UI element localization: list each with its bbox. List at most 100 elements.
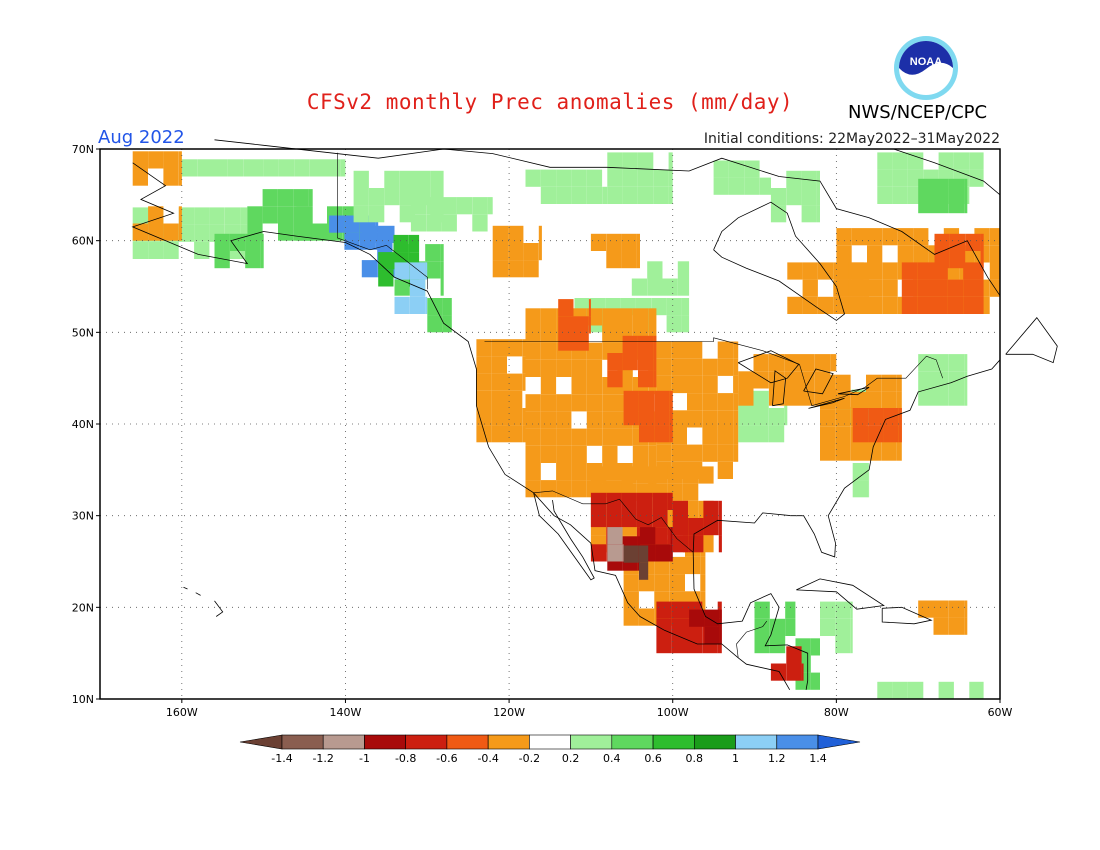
anomaly-cell (525, 169, 541, 187)
anomaly-cell (717, 358, 733, 376)
anomaly-cell (820, 618, 836, 636)
anomaly-cell (717, 618, 722, 636)
anomaly-cell (868, 480, 870, 498)
colorbar-label: -0.2 (519, 752, 540, 765)
lon-tick-label: 140W (330, 706, 362, 719)
anomaly-cell (816, 205, 820, 223)
colorbar-box (735, 734, 778, 750)
anomaly-cell (260, 251, 264, 269)
colorbar-label: 0.6 (644, 752, 662, 765)
anomaly-cell (294, 159, 310, 177)
anomaly-cell (607, 152, 623, 170)
anomaly-cell (683, 466, 699, 484)
anomaly-cell (753, 390, 769, 408)
anomaly-cell (938, 152, 954, 170)
anomaly-cell (361, 225, 378, 243)
anomaly-cell (851, 228, 867, 246)
anomaly-cell (667, 527, 673, 545)
anomaly-cell (384, 188, 400, 206)
anomaly-cell (558, 333, 574, 351)
anomaly-cell (163, 151, 179, 169)
anomaly-cell (240, 207, 248, 225)
anomaly-cell (700, 574, 706, 592)
lat-tick-label: 20N (72, 601, 94, 614)
anomaly-cell (623, 390, 639, 408)
anomaly-cell (897, 245, 913, 263)
anomaly-cell (590, 466, 607, 484)
anomaly-cell (850, 618, 853, 636)
anomaly-cell (738, 388, 754, 406)
colorbar-high-arrow (817, 734, 861, 750)
anomaly-cell (933, 196, 949, 214)
initial-conditions: Initial conditions: 22May2022–31May2022 (703, 131, 1000, 147)
anomaly-cell (666, 315, 682, 333)
anomaly-cell (754, 636, 770, 654)
anomaly-cell (607, 353, 623, 371)
anomaly-cell (963, 279, 979, 297)
anomaly-cell (456, 197, 473, 215)
anomaly-cell (590, 509, 607, 528)
anomaly-cell (753, 425, 769, 443)
coastline (214, 600, 224, 617)
anomaly-cell (820, 426, 836, 444)
anomaly-cell (586, 411, 603, 429)
anomaly-cell (148, 223, 164, 241)
anomaly-cell (558, 316, 574, 334)
anomaly-cell (917, 296, 933, 314)
anomaly-cell (540, 308, 557, 326)
colorbar-label: 0.4 (603, 752, 621, 765)
anomaly-cell (702, 410, 718, 428)
anomaly-cell (525, 411, 541, 429)
lat-tick-label: 70N (72, 143, 94, 156)
anomaly-cell (786, 646, 802, 664)
lon-tick-label: 160W (166, 706, 198, 719)
anomaly-cell (632, 308, 649, 326)
anomaly-cell (918, 178, 934, 196)
anomaly-cell (717, 444, 733, 462)
anomaly-cell (704, 626, 720, 644)
anomaly-cell (717, 393, 733, 411)
anomaly-cell (850, 636, 853, 654)
anomaly-cell (621, 492, 637, 510)
lat-tick-label: 50N (72, 326, 94, 339)
anomaly-cell (590, 544, 607, 562)
anomaly-cell (713, 160, 729, 178)
anomaly-cell (278, 206, 294, 224)
anomaly-cell (308, 189, 313, 207)
anomaly-cell (224, 207, 241, 225)
anomaly-cell (384, 170, 400, 188)
anomaly-cell (258, 159, 264, 177)
anomaly-cell (540, 445, 557, 463)
anomaly-cell (262, 189, 278, 207)
anomaly-cell (394, 262, 410, 280)
anomaly-cell (410, 214, 427, 232)
anomaly-cell (540, 480, 557, 498)
anomaly-cell (607, 527, 623, 545)
anomaly-cell (668, 152, 673, 170)
anomaly-cell (918, 600, 934, 618)
anomaly-cell (163, 223, 179, 241)
anomaly-cell (901, 279, 918, 297)
anomaly-cell (148, 241, 164, 259)
anomaly-cell (247, 206, 263, 224)
anomaly-cell (640, 527, 656, 545)
anomaly-cell (687, 358, 703, 376)
anomaly-cell (702, 427, 718, 445)
anomaly-cell (525, 463, 541, 481)
anomaly-cell (573, 316, 589, 334)
anomaly-cell (621, 509, 637, 528)
anomaly-cell (508, 243, 524, 261)
anomaly-cell (918, 388, 934, 406)
colorbar-label: -0.4 (477, 752, 498, 765)
anomaly-cell (980, 233, 984, 251)
anomaly-cell (571, 463, 587, 481)
anomaly-cell (556, 463, 572, 481)
anomaly-cell (948, 196, 965, 214)
anomaly-cell (881, 374, 897, 392)
anomaly-cell (639, 408, 655, 426)
anomaly-cell (178, 207, 195, 225)
anomaly-cell (522, 425, 526, 443)
anomaly-cell (607, 186, 623, 204)
anomaly-cell (848, 262, 864, 280)
anomaly-cell (586, 428, 603, 446)
